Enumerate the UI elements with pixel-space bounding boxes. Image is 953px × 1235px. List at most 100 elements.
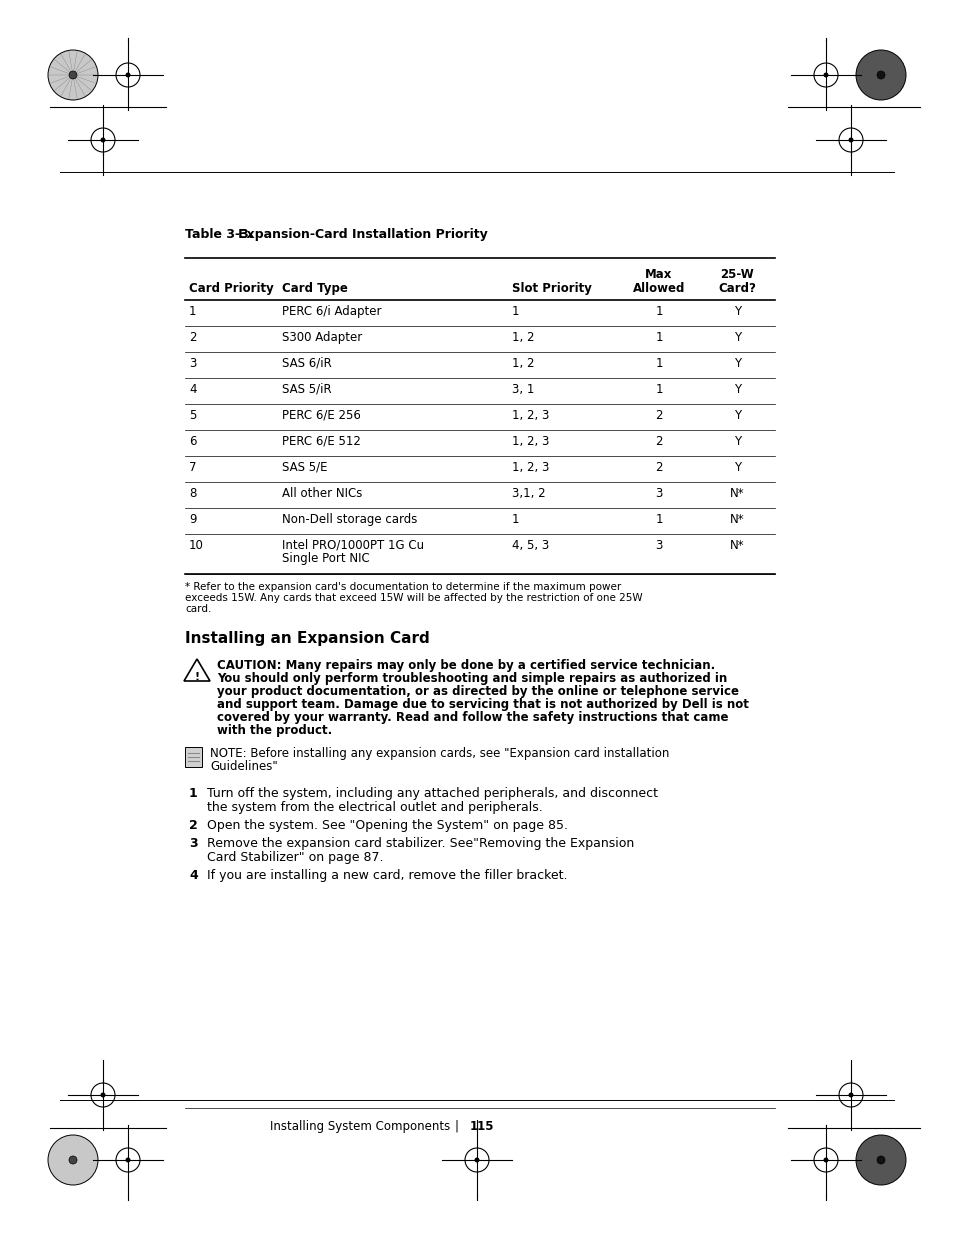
Text: Open the system. See "Opening the System" on page 85.: Open the system. See "Opening the System… — [207, 819, 567, 832]
Text: Expansion-Card Installation Priority: Expansion-Card Installation Priority — [225, 228, 487, 241]
Text: PERC 6/i Adapter: PERC 6/i Adapter — [282, 305, 381, 317]
Text: SAS 5/E: SAS 5/E — [282, 461, 327, 474]
Text: Card Stabilizer" on page 87.: Card Stabilizer" on page 87. — [207, 851, 383, 864]
Circle shape — [474, 1157, 479, 1162]
Text: Card Priority: Card Priority — [189, 282, 274, 295]
Text: 1, 2: 1, 2 — [512, 331, 534, 345]
Text: Allowed: Allowed — [632, 282, 684, 295]
Text: S300 Adapter: S300 Adapter — [282, 331, 362, 345]
Text: 1: 1 — [655, 331, 662, 345]
Text: N*: N* — [729, 487, 744, 500]
Text: Max: Max — [644, 268, 672, 282]
Circle shape — [876, 70, 884, 79]
Text: N*: N* — [729, 513, 744, 526]
Text: 1, 2, 3: 1, 2, 3 — [512, 409, 549, 422]
Circle shape — [847, 1093, 853, 1098]
Text: and support team. Damage due to servicing that is not authorized by Dell is not: and support team. Damage due to servicin… — [216, 698, 748, 711]
Text: You should only perform troubleshooting and simple repairs as authorized in: You should only perform troubleshooting … — [216, 672, 726, 685]
Text: exceeds 15W. Any cards that exceed 15W will be affected by the restriction of on: exceeds 15W. Any cards that exceed 15W w… — [185, 593, 642, 603]
Text: 6: 6 — [189, 435, 196, 448]
Text: 3, 1: 3, 1 — [512, 383, 534, 396]
Text: NOTE: Before installing any expansion cards, see "Expansion card installation: NOTE: Before installing any expansion ca… — [210, 747, 669, 760]
Bar — [185, 747, 202, 767]
Text: 3: 3 — [655, 487, 662, 500]
Text: 1: 1 — [512, 513, 519, 526]
Circle shape — [48, 49, 98, 100]
Text: CAUTION: Many repairs may only be done by a certified service technician.: CAUTION: Many repairs may only be done b… — [216, 659, 715, 672]
Text: N*: N* — [729, 538, 744, 552]
Text: Table 3-3.: Table 3-3. — [185, 228, 253, 241]
Text: Card Type: Card Type — [282, 282, 348, 295]
Text: 10: 10 — [189, 538, 204, 552]
Text: 3: 3 — [189, 357, 196, 370]
Circle shape — [126, 1157, 131, 1162]
Circle shape — [48, 1135, 98, 1186]
Text: !: ! — [194, 672, 199, 682]
Text: Y: Y — [733, 435, 740, 448]
Circle shape — [69, 1156, 77, 1165]
Text: PERC 6/E 256: PERC 6/E 256 — [282, 409, 360, 422]
Text: Installing an Expansion Card: Installing an Expansion Card — [185, 631, 429, 646]
Text: Slot Priority: Slot Priority — [512, 282, 591, 295]
Text: the system from the electrical outlet and peripherals.: the system from the electrical outlet an… — [207, 802, 542, 814]
Circle shape — [855, 1135, 905, 1186]
Text: Guidelines": Guidelines" — [210, 760, 277, 773]
Text: 3,1, 2: 3,1, 2 — [512, 487, 545, 500]
Text: 4: 4 — [189, 869, 197, 882]
Text: Y: Y — [733, 305, 740, 317]
Text: your product documentation, or as directed by the online or telephone service: your product documentation, or as direct… — [216, 685, 739, 698]
Text: covered by your warranty. Read and follow the safety instructions that came: covered by your warranty. Read and follo… — [216, 711, 728, 724]
Text: Y: Y — [733, 383, 740, 396]
Text: 1: 1 — [189, 305, 196, 317]
Text: 1: 1 — [655, 383, 662, 396]
Text: 8: 8 — [189, 487, 196, 500]
Circle shape — [100, 137, 106, 142]
Text: SAS 5/iR: SAS 5/iR — [282, 383, 332, 396]
Text: Turn off the system, including any attached peripherals, and disconnect: Turn off the system, including any attac… — [207, 787, 658, 800]
Text: 1: 1 — [655, 357, 662, 370]
Text: 25-W: 25-W — [720, 268, 754, 282]
Text: 1: 1 — [655, 513, 662, 526]
Text: |: | — [455, 1120, 458, 1132]
Text: 1, 2: 1, 2 — [512, 357, 534, 370]
Text: Y: Y — [733, 357, 740, 370]
Text: 1: 1 — [512, 305, 519, 317]
Text: 2: 2 — [189, 331, 196, 345]
Circle shape — [822, 73, 827, 78]
Text: Remove the expansion card stabilizer. See"Removing the Expansion: Remove the expansion card stabilizer. Se… — [207, 837, 634, 850]
Text: 1: 1 — [189, 787, 197, 800]
Circle shape — [876, 1156, 884, 1165]
Text: 4: 4 — [189, 383, 196, 396]
Text: 9: 9 — [189, 513, 196, 526]
Text: 1: 1 — [655, 305, 662, 317]
Circle shape — [847, 137, 853, 142]
Text: All other NICs: All other NICs — [282, 487, 362, 500]
Text: 3: 3 — [189, 837, 197, 850]
Text: Installing System Components: Installing System Components — [270, 1120, 450, 1132]
Text: * Refer to the expansion card's documentation to determine if the maximum power: * Refer to the expansion card's document… — [185, 582, 620, 592]
Circle shape — [100, 1093, 106, 1098]
Text: 4, 5, 3: 4, 5, 3 — [512, 538, 549, 552]
Text: 115: 115 — [470, 1120, 494, 1132]
Circle shape — [69, 70, 77, 79]
Circle shape — [822, 1157, 827, 1162]
Text: If you are installing a new card, remove the filler bracket.: If you are installing a new card, remove… — [207, 869, 567, 882]
Text: 1, 2, 3: 1, 2, 3 — [512, 461, 549, 474]
Text: Intel PRO/1000PT 1G Cu: Intel PRO/1000PT 1G Cu — [282, 538, 424, 552]
Text: card.: card. — [185, 604, 212, 614]
Text: Card?: Card? — [718, 282, 756, 295]
Text: Non-Dell storage cards: Non-Dell storage cards — [282, 513, 416, 526]
Circle shape — [855, 49, 905, 100]
Text: 2: 2 — [189, 819, 197, 832]
Text: 5: 5 — [189, 409, 196, 422]
Text: 3: 3 — [655, 538, 662, 552]
Circle shape — [126, 73, 131, 78]
Text: 7: 7 — [189, 461, 196, 474]
Text: Y: Y — [733, 461, 740, 474]
Text: 1, 2, 3: 1, 2, 3 — [512, 435, 549, 448]
Text: Single Port NIC: Single Port NIC — [282, 552, 370, 564]
Text: SAS 6/iR: SAS 6/iR — [282, 357, 332, 370]
Text: Y: Y — [733, 409, 740, 422]
Text: with the product.: with the product. — [216, 724, 332, 737]
Text: 2: 2 — [655, 409, 662, 422]
